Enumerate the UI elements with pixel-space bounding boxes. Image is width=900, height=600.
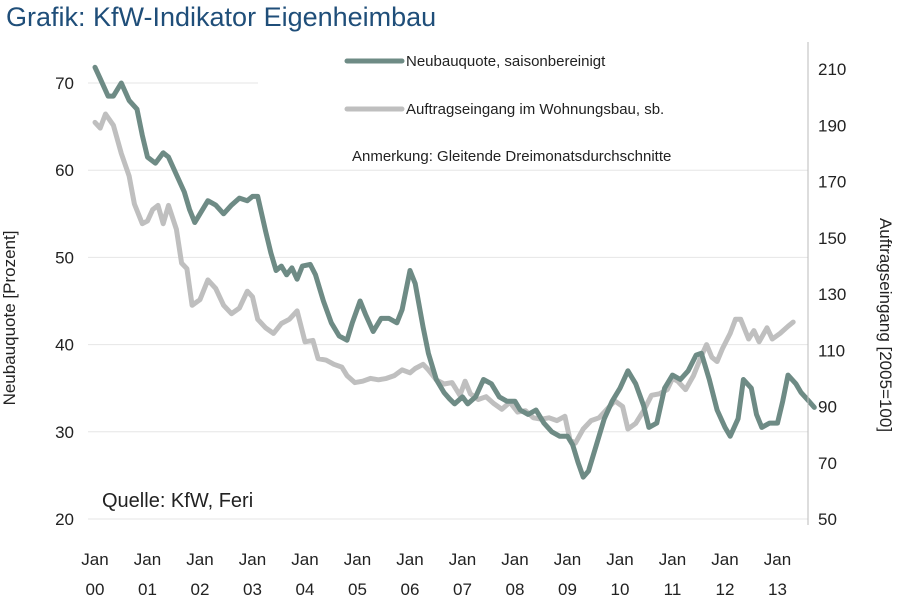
grid-lines [88,82,808,520]
y-tick-label-right: 170 [818,173,846,192]
x-tick-label-month: Jan [186,550,213,569]
left-axis: 20 30 40 50 60 70 [55,74,74,529]
x-axis: Jan 00 Jan 01 Jan 02 Jan 03 Jan 04 Jan 05 Jan 06 Jan 07… [81,550,791,599]
x-tick-label-year: 07 [453,580,472,599]
x-tick-label-month: Jan [134,550,161,569]
x-tick-label-year: 02 [191,580,210,599]
y-tick-label-left: 70 [55,74,74,93]
x-tick-label-year: 00 [86,580,105,599]
x-tick-label-month: Jan [659,550,686,569]
x-tick-label-month: Jan [449,550,476,569]
x-tick-label-year: 13 [768,580,787,599]
x-tick-label-year: 09 [558,580,577,599]
x-tick-label-month: Jan [81,550,108,569]
y-tick-label-right: 90 [818,398,837,417]
x-tick-label-year: 08 [506,580,525,599]
series-layer [92,64,817,480]
series-line-neubauquote [92,64,817,480]
x-tick-label-year: 05 [348,580,367,599]
y-tick-label-left: 30 [55,423,74,442]
x-tick-label-month: Jan [396,550,423,569]
x-tick-label-year: 06 [401,580,420,599]
x-tick-label-year: 10 [611,580,630,599]
x-tick-label-month: Jan [606,550,633,569]
chart-title: Grafik: KfW-Indikator Eigenheimbau [6,2,437,32]
x-tick-label-year: 04 [296,580,315,599]
x-tick-label-month: Jan [239,550,266,569]
x-tick-label-year: 01 [138,580,157,599]
left-axis-title: Neubauquote [Prozent] [0,231,19,406]
x-tick-label-year: 03 [243,580,262,599]
right-axis: 50 70 90 110 130 150 170 190 210 [818,60,846,529]
x-tick-label-month: Jan [764,550,791,569]
y-tick-label-left: 40 [55,336,74,355]
y-tick-label-left: 20 [55,510,74,529]
chart-note: Anmerkung: Gleitende Dreimonatsdurchschn… [352,148,671,165]
y-tick-label-right: 130 [818,285,846,304]
x-tick-label-year: 12 [716,580,735,599]
x-tick-label-month: Jan [711,550,738,569]
y-tick-label-right: 150 [818,229,846,248]
legend: Neubauquote, saisonbereinigt Auftragsein… [344,53,664,118]
series-line-auftragseingang [92,111,796,446]
x-tick-label-month: Jan [344,550,371,569]
y-tick-label-right: 190 [818,116,846,135]
y-tick-label-right: 70 [818,454,837,473]
y-tick-label-right: 50 [818,510,837,529]
legend-label-auftragseingang: Auftragseingang im Wohnungsbau, sb. [406,101,664,118]
y-tick-label-left: 60 [55,161,74,180]
x-tick-label-month: Jan [554,550,581,569]
chart-source: Quelle: KfW, Feri [102,490,253,512]
right-axis-title: Auftragseingang [2005=100] [876,218,895,432]
x-tick-label-month: Jan [291,550,318,569]
legend-label-neubauquote: Neubauquote, saisonbereinigt [406,53,606,70]
y-tick-label-right: 110 [818,341,845,360]
x-tick-label-year: 11 [664,580,682,599]
x-tick-label-month: Jan [501,550,528,569]
y-tick-label-left: 50 [55,248,74,267]
y-tick-label-right: 210 [818,60,846,79]
